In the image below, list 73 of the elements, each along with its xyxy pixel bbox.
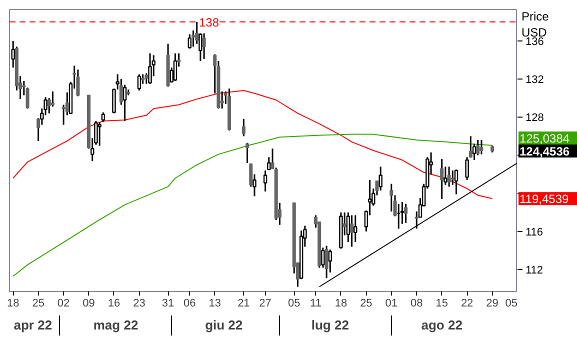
candlestick <box>346 212 350 243</box>
candlestick <box>400 201 404 225</box>
y-tick-label: 128 <box>526 112 544 124</box>
candlestick <box>148 52 152 85</box>
text: 124,4536 <box>520 144 570 158</box>
x-tick-label: 25 <box>360 298 372 310</box>
y-tick-label: 132 <box>526 74 544 86</box>
candlestick <box>267 156 271 170</box>
text: apr 22 <box>14 318 52 332</box>
candlestick <box>321 246 325 268</box>
text: giu 22 <box>205 318 243 332</box>
candlestick <box>450 170 454 186</box>
candlestick <box>122 84 127 122</box>
y-tick-label: 112 <box>526 264 544 277</box>
candlestick <box>354 214 358 243</box>
x-tick-label: 31 <box>162 298 174 310</box>
x-tick-label: 27 <box>259 298 272 310</box>
text: 119,4539 <box>520 192 569 206</box>
candlestick <box>98 121 102 146</box>
candlestick <box>173 52 178 82</box>
candlestick <box>101 112 106 123</box>
x-tick-label: 29 <box>486 298 498 310</box>
x-tick-label: 18 <box>334 298 348 310</box>
line-series <box>12 90 493 200</box>
candlestick <box>191 30 196 48</box>
y-tick-label: 136 <box>526 36 544 48</box>
x-tick-label: 16 <box>108 298 120 310</box>
line-series <box>12 134 493 277</box>
x-tick-label: 05 <box>505 298 518 310</box>
x-tick-label: 09 <box>82 298 95 310</box>
x-tick-label: 15 <box>436 298 448 310</box>
x-tick-label: 23 <box>133 298 146 310</box>
x-tick-label: 21 <box>238 298 250 310</box>
candlestick <box>324 245 328 279</box>
candlestick <box>263 170 268 192</box>
text: ago 22 <box>421 318 462 332</box>
text: lug 22 <box>311 318 349 332</box>
x-tick-label: 13 <box>208 298 221 310</box>
candlestick <box>350 214 354 248</box>
candlestick <box>454 168 458 196</box>
candlestick <box>202 32 206 60</box>
x-tick-label: 08 <box>410 298 423 310</box>
candlestick <box>246 142 250 164</box>
x-tick-label: 05 <box>288 298 300 310</box>
candlestick <box>137 74 142 92</box>
ref-line-label: 138 <box>199 15 220 30</box>
candlestick <box>242 118 246 137</box>
x-tick-label: 11 <box>310 298 322 310</box>
candlestick <box>465 156 469 181</box>
candlestick <box>404 203 408 224</box>
candlestick <box>378 166 382 192</box>
candlestick <box>390 183 394 212</box>
candlestick <box>447 166 451 188</box>
candlestick <box>62 104 66 126</box>
x-tick-label: 01 <box>385 298 398 310</box>
candlestick <box>76 68 80 97</box>
text: 125,0384 <box>520 131 570 146</box>
y-tick-label: 116 <box>526 226 544 238</box>
x-tick-label: 25 <box>32 298 44 310</box>
candlestick <box>188 34 192 50</box>
candlestick <box>440 158 444 200</box>
candlestick <box>141 74 145 85</box>
candlestick <box>476 139 480 156</box>
x-tick-label: 06 <box>184 298 196 310</box>
x-tick-label: 22 <box>460 298 474 310</box>
candlestick <box>480 139 484 156</box>
x-tick-label: 18 <box>6 298 20 310</box>
candlestick <box>11 40 15 68</box>
candlestick <box>252 174 256 197</box>
x-tick-label: 02 <box>57 298 70 310</box>
text: mag 22 <box>93 318 138 332</box>
candlestick <box>50 90 54 108</box>
candlestick <box>328 248 332 274</box>
